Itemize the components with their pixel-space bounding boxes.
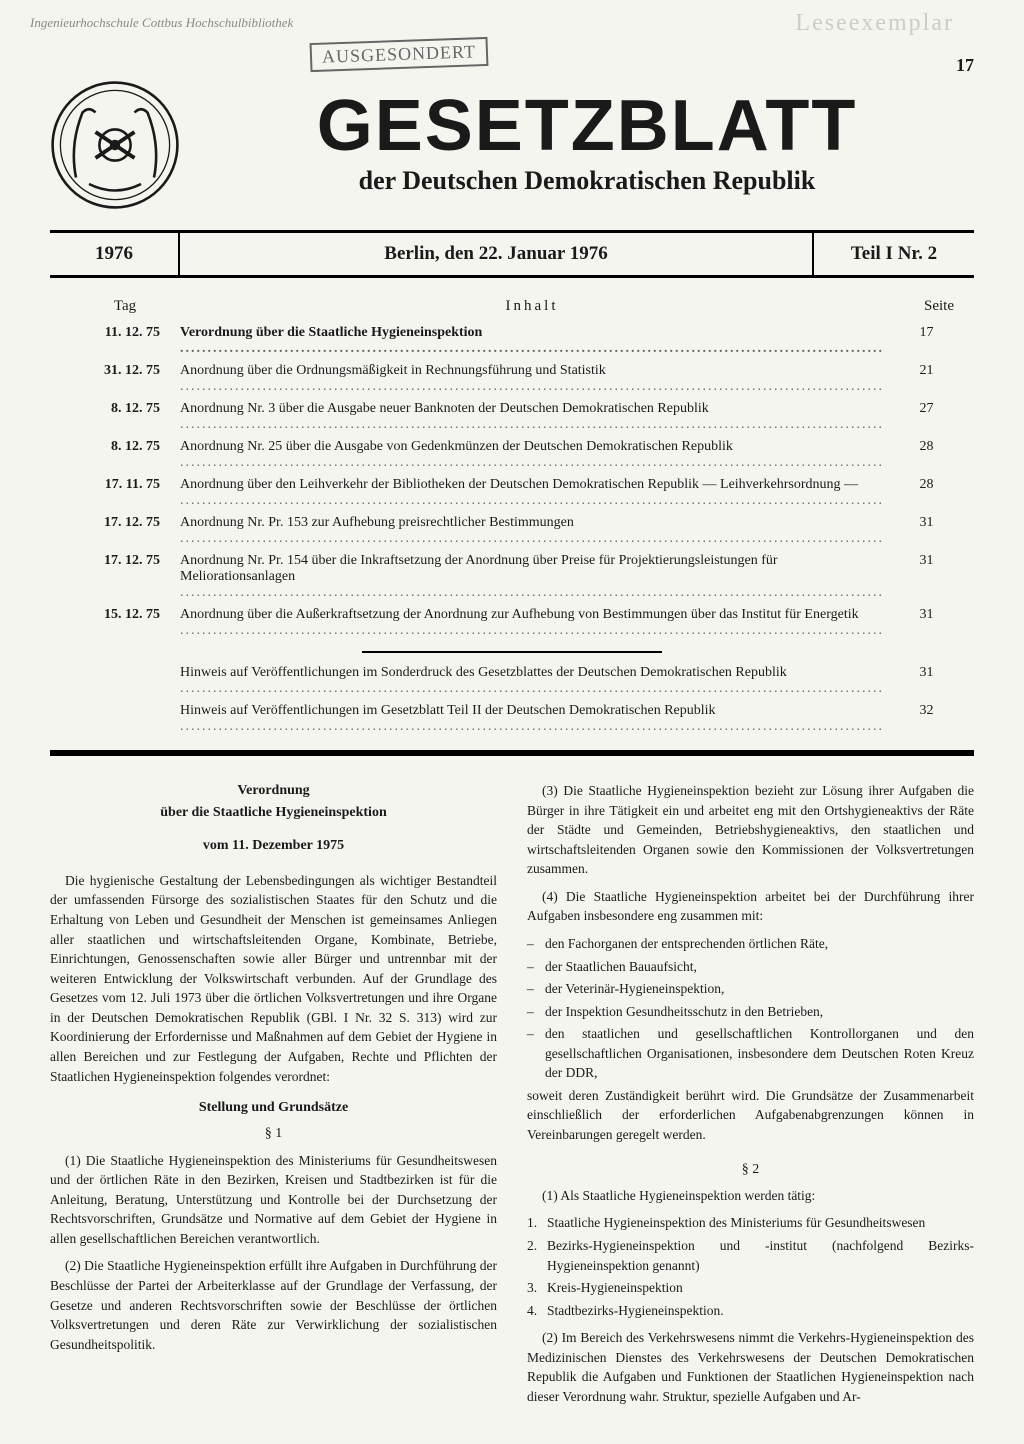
para-1-2: (2) Die Staatliche Hygieneinspektion erf… (50, 1256, 497, 1354)
toc-page: 21 (884, 363, 954, 379)
toc-row: 17. 12. 75 Anordnung Nr. Pr. 153 zur Auf… (70, 515, 954, 547)
right-column: (3) Die Staatliche Hygieneinspektion bez… (527, 781, 974, 1414)
toc-date: 17. 12. 75 (70, 553, 180, 569)
toc-row: 15. 12. 75 Anordnung über die Außerkraft… (70, 607, 954, 639)
para-2-1: (1) Als Staatliche Hygieneinspektion wer… (527, 1186, 974, 1206)
publication-date: Berlin, den 22. Januar 1976 (180, 233, 814, 275)
year: 1976 (50, 233, 180, 275)
article-date: vom 11. Dezember 1975 (50, 836, 497, 856)
list-item: –den Fachorganen der entsprechenden örtl… (527, 934, 974, 954)
toc-title: Anordnung Nr. Pr. 154 über die Inkraftse… (180, 553, 884, 601)
toc-title: Anordnung über die Außerkraftsetzung der… (180, 607, 884, 639)
list-item: –der Inspektion Gesundheitsschutz in den… (527, 1002, 974, 1022)
toc-row: 11. 12. 75 Verordnung über die Staatlich… (70, 325, 954, 357)
toc-page: 32 (884, 703, 954, 719)
article-title-2: über die Staatliche Hygieneinspektion (50, 803, 497, 823)
toc-row: 31. 12. 75 Anordnung über die Ordnungsmä… (70, 363, 954, 395)
para-1-5: soweit deren Zuständigkeit berührt wird.… (527, 1086, 974, 1145)
toc-date: 31. 12. 75 (70, 363, 180, 379)
title-block: GESETZBLATT der Deutschen Demokratischen… (200, 94, 974, 197)
toc-row: 8. 12. 75 Anordnung Nr. 25 über die Ausg… (70, 439, 954, 471)
toc-date: 11. 12. 75 (70, 325, 180, 341)
section-2: § 2 (527, 1160, 974, 1180)
toc-row: 8. 12. 75 Anordnung Nr. 3 über die Ausga… (70, 401, 954, 433)
table-of-contents: Tag Inhalt Seite 11. 12. 75 Verordnung ü… (50, 298, 974, 735)
intro-paragraph: Die hygienische Gestaltung der Lebensbed… (50, 871, 497, 1086)
toc-header: Tag Inhalt Seite (70, 298, 954, 315)
toc-header-tag: Tag (70, 298, 180, 315)
toc-page: 31 (884, 553, 954, 569)
toc-title: Anordnung Nr. 25 über die Ausgabe von Ge… (180, 439, 884, 471)
toc-row: Hinweis auf Veröffentlichungen im Gesetz… (70, 703, 954, 735)
numbered-list-item: 2.Bezirks-Hygieneinspektion und -institu… (527, 1236, 974, 1275)
section-1: § 1 (50, 1124, 497, 1144)
left-column: Verordnung über die Staatliche Hygienein… (50, 781, 497, 1414)
heavy-rule (50, 750, 974, 756)
leseexemplar-stamp: Leseexemplar (795, 10, 954, 37)
article-content: Verordnung über die Staatliche Hygienein… (50, 781, 974, 1414)
toc-title: Verordnung über die Staatliche Hygienein… (180, 325, 884, 357)
para-2-2: (2) Im Bereich des Verkehrswesens nimmt … (527, 1328, 974, 1406)
article-title-1: Verordnung (50, 781, 497, 801)
toc-date: 17. 12. 75 (70, 515, 180, 531)
toc-title: Hinweis auf Veröffentlichungen im Gesetz… (180, 703, 884, 735)
ddr-emblem (50, 80, 180, 210)
toc-header-seite: Seite (884, 298, 954, 315)
para-1-4: (4) Die Staatliche Hygieneinspektion arb… (527, 887, 974, 926)
toc-row: 17. 11. 75 Anordnung über den Leihverkeh… (70, 477, 954, 509)
ausgesondert-stamp: AUSGESONDERT (310, 37, 489, 72)
date-bar: 1976 Berlin, den 22. Januar 1976 Teil I … (50, 230, 974, 278)
para-1-3: (3) Die Staatliche Hygieneinspektion bez… (527, 781, 974, 879)
toc-title: Anordnung über die Ordnungsmäßigkeit in … (180, 363, 884, 395)
list-item: –der Staatlichen Bauaufsicht, (527, 957, 974, 977)
issue-number: Teil I Nr. 2 (814, 233, 974, 275)
subtitle: der Deutschen Demokratischen Republik (200, 166, 974, 196)
numbered-list-item: 4.Stadtbezirks-Hygieneinspektion. (527, 1301, 974, 1321)
subsection-heading: Stellung und Grundsätze (50, 1098, 497, 1118)
page-number: 17 (956, 55, 974, 76)
toc-date: 8. 12. 75 (70, 439, 180, 455)
toc-page: 28 (884, 477, 954, 493)
toc-page: 31 (884, 665, 954, 681)
para-1-1: (1) Die Staatliche Hygieneinspektion des… (50, 1151, 497, 1249)
main-title: GESETZBLATT (200, 94, 974, 159)
toc-date: 8. 12. 75 (70, 401, 180, 417)
toc-page: 27 (884, 401, 954, 417)
masthead: GESETZBLATT der Deutschen Demokratischen… (50, 80, 974, 210)
list-item: –den staatlichen und gesellschaftlichen … (527, 1024, 974, 1083)
toc-title: Anordnung Nr. 3 über die Ausgabe neuer B… (180, 401, 884, 433)
toc-page: 31 (884, 515, 954, 531)
toc-date: 15. 12. 75 (70, 607, 180, 623)
numbered-list-item: 3.Kreis-Hygieneinspektion (527, 1278, 974, 1298)
toc-page: 17 (884, 325, 954, 341)
stamps-area: Ingenieurhochschule Cottbus Hochschulbib… (50, 30, 974, 70)
toc-title: Anordnung Nr. Pr. 153 zur Aufhebung prei… (180, 515, 884, 547)
toc-page: 31 (884, 607, 954, 623)
toc-title: Hinweis auf Veröffentlichungen im Sonder… (180, 665, 884, 697)
toc-date: 17. 11. 75 (70, 477, 180, 493)
numbered-list-item: 1.Staatliche Hygieneinspektion des Minis… (527, 1213, 974, 1233)
list-item: –der Veterinär-Hygieneinspektion, (527, 979, 974, 999)
toc-row: 17. 12. 75 Anordnung Nr. Pr. 154 über di… (70, 553, 954, 601)
toc-title: Anordnung über den Leihverkehr der Bibli… (180, 477, 884, 509)
library-stamp: Ingenieurhochschule Cottbus Hochschulbib… (30, 15, 293, 31)
toc-divider (362, 651, 662, 653)
toc-row: Hinweis auf Veröffentlichungen im Sonder… (70, 665, 954, 697)
toc-header-inhalt: Inhalt (180, 298, 884, 315)
toc-page: 28 (884, 439, 954, 455)
